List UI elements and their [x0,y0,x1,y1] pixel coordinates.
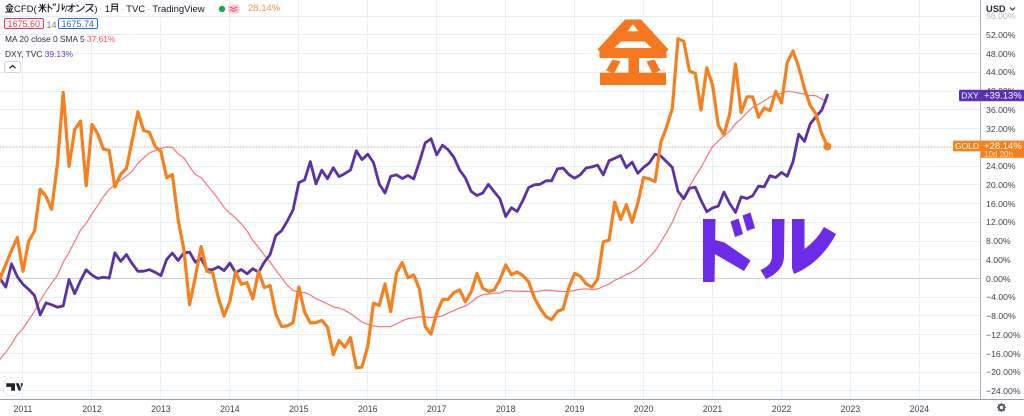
svg-text:GOLD: GOLD [955,141,979,151]
svg-text:+28.14%: +28.14% [984,141,1022,152]
svg-text:+39.13%: +39.13% [984,91,1022,102]
svg-text:DXY: DXY [961,90,979,100]
svg-text:10d 20h: 10d 20h [984,150,1013,159]
